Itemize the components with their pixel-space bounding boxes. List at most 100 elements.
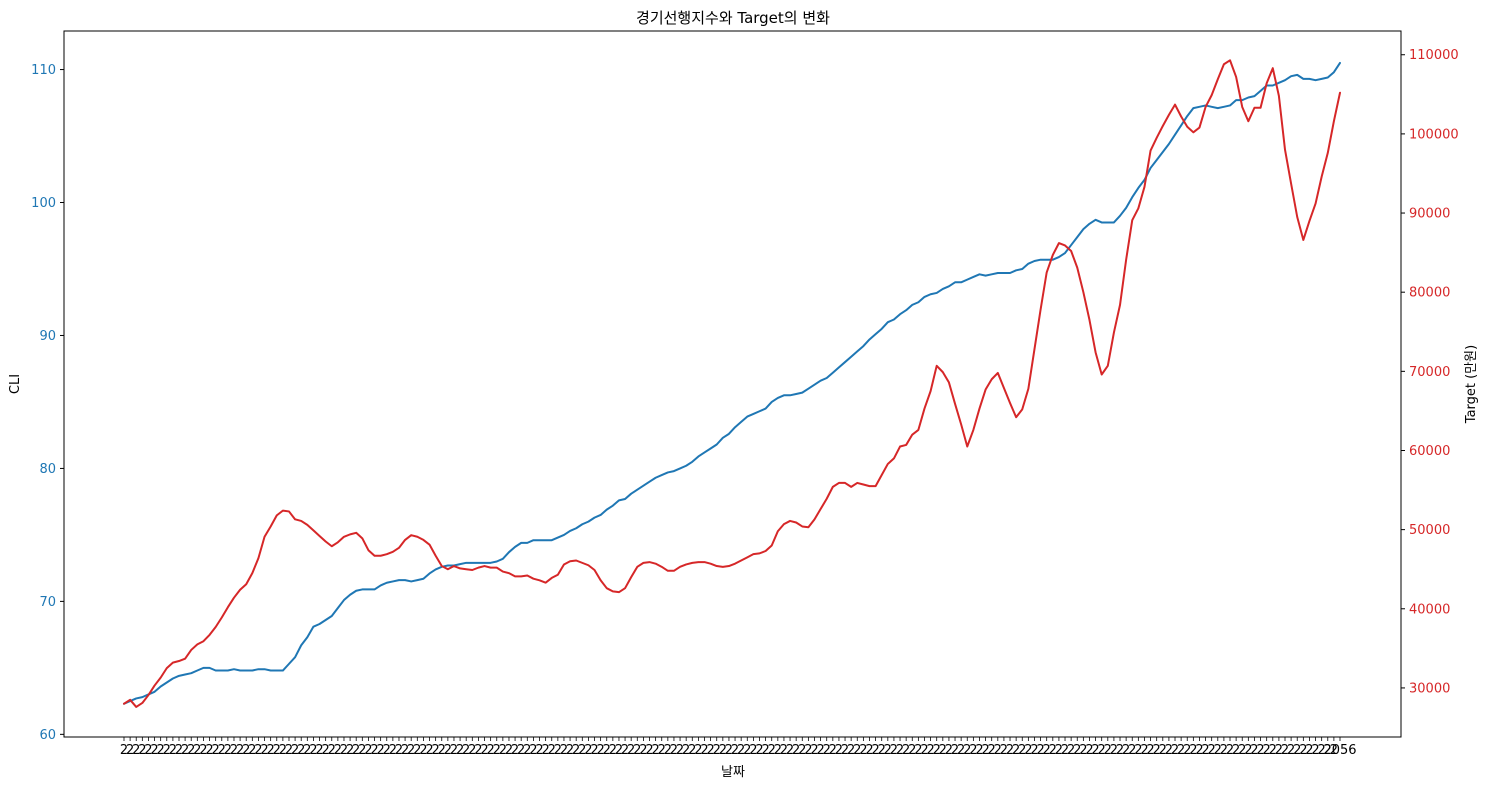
x-tick-label: 2 bbox=[670, 743, 678, 758]
x-tick-label: 2 bbox=[193, 743, 201, 758]
x-tick-label: 2 bbox=[853, 743, 861, 758]
x-tick-label: 2 bbox=[939, 743, 947, 758]
x-tick-label: 2 bbox=[1287, 743, 1295, 758]
x-tick-label: 2 bbox=[694, 743, 702, 758]
x-tick-label: 2 bbox=[1079, 743, 1087, 758]
x-tick-label: 2 bbox=[902, 743, 910, 758]
x-tick-label: 2 bbox=[1000, 743, 1008, 758]
x-tick-label: 2 bbox=[1073, 743, 1081, 758]
x-tick-label: 2 bbox=[267, 743, 275, 758]
x-tick-label: 2 bbox=[401, 743, 409, 758]
x-tick-label: 2 bbox=[975, 743, 983, 758]
x-tick-label: 2 bbox=[835, 743, 843, 758]
x-tick-label: 2 bbox=[621, 743, 629, 758]
x-tick-label: 2 bbox=[584, 743, 592, 758]
y-right-tick-label: 40000 bbox=[1409, 602, 1450, 617]
x-tick-label: 2 bbox=[126, 743, 134, 758]
x-tick-label: 2 bbox=[419, 743, 427, 758]
x-tick-label: 2 bbox=[511, 743, 519, 758]
x-tick-label: 2 bbox=[749, 743, 757, 758]
x-tick-label: 2 bbox=[260, 743, 268, 758]
x-tick-label: 2 bbox=[456, 743, 464, 758]
x-tick-label: 2 bbox=[346, 743, 354, 758]
series-line-cli bbox=[123, 61, 1341, 705]
x-tick-label: 2 bbox=[340, 743, 348, 758]
x-tick-label: 2 bbox=[810, 743, 818, 758]
plot-frame bbox=[63, 30, 1402, 738]
x-tick-label: 2056 bbox=[1323, 743, 1356, 758]
x-tick-label: 2 bbox=[1030, 743, 1038, 758]
y-left-tick-label: 90 bbox=[39, 329, 56, 344]
x-tick-label: 2 bbox=[884, 743, 892, 758]
plot-area bbox=[123, 59, 1341, 708]
y-left-tick-label: 60 bbox=[39, 728, 56, 743]
x-tick-label: 2 bbox=[896, 743, 904, 758]
x-tick-label: 2 bbox=[389, 743, 397, 758]
x-tick-label: 2 bbox=[908, 743, 916, 758]
x-tick-label: 2 bbox=[768, 743, 776, 758]
x-tick-label: 2 bbox=[871, 743, 879, 758]
x-tick-label: 2 bbox=[1049, 743, 1057, 758]
x-tick-label: 2 bbox=[1183, 743, 1191, 758]
x-tick-label: 2 bbox=[1006, 743, 1014, 758]
x-tick-label: 2 bbox=[926, 743, 934, 758]
x-tick-label: 2 bbox=[615, 743, 623, 758]
x-tick-label: 2 bbox=[383, 743, 391, 758]
x-tick-label: 2 bbox=[603, 743, 611, 758]
axes: 60 70 80 90 100 110 30000 40000 50000 60000 70000 8… bbox=[31, 30, 1459, 758]
x-tick-label: 2 bbox=[878, 743, 886, 758]
x-tick-label: 2 bbox=[285, 743, 293, 758]
x-tick-label: 2 bbox=[407, 743, 415, 758]
x-tick-label: 2 bbox=[627, 743, 635, 758]
x-tick-label: 2 bbox=[713, 743, 721, 758]
x-tick-label: 2 bbox=[175, 743, 183, 758]
x-tick-label: 2 bbox=[1098, 743, 1106, 758]
x-tick-label: 2 bbox=[535, 743, 543, 758]
x-tick-label: 2 bbox=[334, 743, 342, 758]
x-tick-label: 2 bbox=[364, 743, 372, 758]
x-tick-label: 2 bbox=[633, 743, 641, 758]
x-tick-label: 2 bbox=[1201, 743, 1209, 758]
x-tick-label: 2 bbox=[1244, 743, 1252, 758]
x-tick-label: 2 bbox=[725, 743, 733, 758]
x-tick-label: 2 bbox=[212, 743, 220, 758]
y-right-tick-label: 60000 bbox=[1409, 444, 1450, 459]
x-tick-label: 2 bbox=[254, 743, 262, 758]
x-tick-label: 2 bbox=[1275, 743, 1283, 758]
x-tick-label: 2 bbox=[774, 743, 782, 758]
x-tick-label: 2 bbox=[1122, 743, 1130, 758]
x-tick-label: 2 bbox=[309, 743, 317, 758]
x-tick-label: 2 bbox=[639, 743, 647, 758]
x-tick-label: 2 bbox=[468, 743, 476, 758]
x-tick-label: 2 bbox=[731, 743, 739, 758]
x-tick-label: 2 bbox=[1195, 743, 1203, 758]
x-tick-label: 2 bbox=[377, 743, 385, 758]
x-tick-label: 2 bbox=[988, 743, 996, 758]
chart-title: 경기선행지수와 Target의 변화 bbox=[636, 9, 830, 27]
x-tick-label: 2 bbox=[199, 743, 207, 758]
x-tick-label: 2 bbox=[1177, 743, 1185, 758]
x-tick-labels: 2222222222222222222222222222222222222222… bbox=[120, 743, 1357, 758]
x-tick-label: 2 bbox=[315, 743, 323, 758]
x-tick-label: 2 bbox=[554, 743, 562, 758]
x-tick-label: 2 bbox=[933, 743, 941, 758]
x-tick-label: 2 bbox=[1153, 743, 1161, 758]
x-tick-label: 2 bbox=[1311, 743, 1319, 758]
x-tick-label: 2 bbox=[505, 743, 513, 758]
y-right-tick-label: 30000 bbox=[1409, 681, 1450, 696]
y-right-tick-label: 90000 bbox=[1409, 207, 1450, 222]
x-tick-label: 2 bbox=[676, 743, 684, 758]
x-tick-label: 2 bbox=[1171, 743, 1179, 758]
x-tick-label: 2 bbox=[700, 743, 708, 758]
x-tick-label: 2 bbox=[761, 743, 769, 758]
x-tick-label: 2 bbox=[566, 743, 574, 758]
x-tick-label: 2 bbox=[1305, 743, 1313, 758]
x-tick-label: 2 bbox=[273, 743, 281, 758]
x-tick-label: 2 bbox=[279, 743, 287, 758]
x-tick-label: 2 bbox=[1330, 743, 1338, 758]
x-tick-label: 2 bbox=[169, 743, 177, 758]
x-tick-label: 2 bbox=[138, 743, 146, 758]
x-tick-label: 2 bbox=[132, 743, 140, 758]
x-tick-label: 2 bbox=[841, 743, 849, 758]
x-tick-label: 2 bbox=[1116, 743, 1124, 758]
